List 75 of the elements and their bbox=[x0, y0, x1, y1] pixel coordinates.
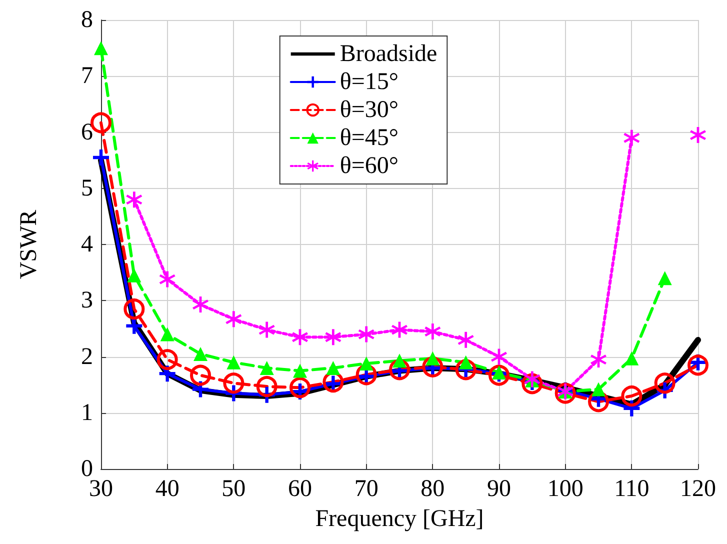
x-tick-label: 50 bbox=[222, 476, 246, 502]
point bbox=[356, 364, 377, 386]
point bbox=[424, 323, 441, 340]
y-tick-label: 8 bbox=[81, 7, 93, 33]
point bbox=[126, 192, 142, 208]
point bbox=[326, 360, 340, 375]
point bbox=[588, 391, 609, 412]
point bbox=[624, 130, 640, 146]
point bbox=[491, 348, 507, 365]
point bbox=[160, 327, 174, 342]
point bbox=[223, 372, 244, 394]
point bbox=[592, 382, 606, 396]
point bbox=[358, 326, 374, 342]
point bbox=[359, 356, 374, 370]
legend-label: Broadside bbox=[340, 41, 438, 67]
point bbox=[621, 386, 642, 407]
point bbox=[190, 364, 211, 386]
point bbox=[90, 112, 112, 134]
y-tick-label: 2 bbox=[81, 344, 93, 370]
legend-label: θ=15° bbox=[340, 69, 398, 95]
y-tick-label: 6 bbox=[81, 119, 93, 146]
legend-label: θ=30° bbox=[340, 97, 398, 123]
point bbox=[126, 318, 142, 334]
point bbox=[426, 351, 440, 366]
y-tick-label: 7 bbox=[81, 63, 93, 90]
point bbox=[522, 373, 543, 394]
x-axis-title: Frequency [GHz] bbox=[315, 506, 484, 532]
legend-label: θ=60° bbox=[340, 153, 398, 179]
point bbox=[658, 271, 672, 286]
point bbox=[392, 354, 406, 368]
point bbox=[293, 364, 307, 378]
y-tick-label: 1 bbox=[81, 400, 93, 426]
y-tick-label: 5 bbox=[81, 175, 93, 202]
point bbox=[458, 355, 473, 370]
point bbox=[159, 271, 176, 288]
point bbox=[226, 355, 241, 370]
point bbox=[156, 349, 178, 370]
point bbox=[256, 376, 278, 397]
legend-label: θ=45° bbox=[340, 125, 398, 151]
point bbox=[389, 359, 410, 380]
point bbox=[458, 332, 474, 348]
point bbox=[392, 322, 408, 338]
point bbox=[127, 268, 142, 282]
point bbox=[292, 329, 308, 346]
x-tick-label: 90 bbox=[487, 476, 511, 502]
x-tick-label: 110 bbox=[614, 476, 650, 502]
point bbox=[226, 311, 242, 328]
point bbox=[93, 150, 109, 166]
point bbox=[290, 377, 310, 398]
point bbox=[124, 298, 145, 320]
point bbox=[688, 354, 708, 376]
x-tick-label: 60 bbox=[288, 476, 312, 502]
point bbox=[590, 352, 606, 368]
point bbox=[554, 382, 576, 404]
point bbox=[488, 364, 510, 386]
y-tick-label: 3 bbox=[81, 288, 93, 314]
point bbox=[260, 360, 274, 375]
point bbox=[690, 127, 706, 144]
x-tick-label: 30 bbox=[89, 476, 113, 502]
x-tick-label: 100 bbox=[547, 476, 584, 502]
y-tick-label: 4 bbox=[81, 232, 93, 258]
point bbox=[322, 372, 344, 392]
point bbox=[192, 296, 208, 313]
x-tick-label: 80 bbox=[420, 476, 445, 502]
x-tick-label: 120 bbox=[680, 476, 716, 502]
point bbox=[258, 322, 275, 338]
point bbox=[654, 372, 676, 394]
point bbox=[94, 41, 108, 56]
x-tick-label: 40 bbox=[155, 476, 180, 502]
point bbox=[422, 356, 444, 378]
y-axis-title: VSWR bbox=[16, 210, 42, 280]
point bbox=[325, 329, 342, 346]
x-tick-label: 70 bbox=[354, 476, 378, 502]
point bbox=[624, 351, 639, 366]
point bbox=[194, 346, 208, 361]
